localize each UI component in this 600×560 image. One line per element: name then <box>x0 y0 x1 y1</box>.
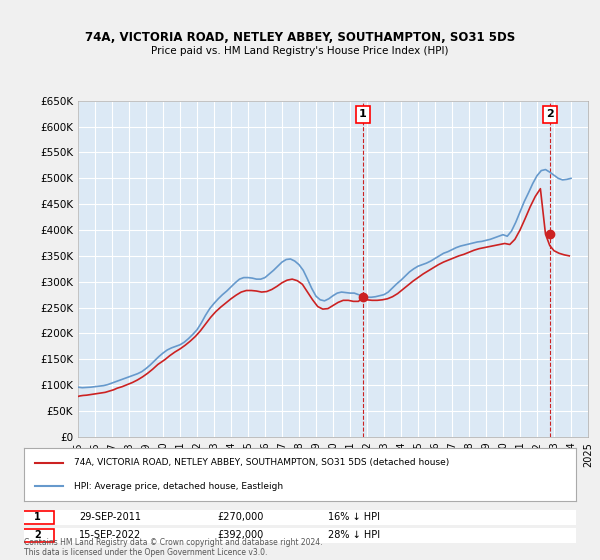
Text: £270,000: £270,000 <box>217 512 263 522</box>
Text: Contains HM Land Registry data © Crown copyright and database right 2024.
This d: Contains HM Land Registry data © Crown c… <box>24 538 323 557</box>
Text: £392,000: £392,000 <box>217 530 263 540</box>
Text: 1: 1 <box>34 512 41 522</box>
Text: 74A, VICTORIA ROAD, NETLEY ABBEY, SOUTHAMPTON, SO31 5DS (detached house): 74A, VICTORIA ROAD, NETLEY ABBEY, SOUTHA… <box>74 459 449 468</box>
FancyBboxPatch shape <box>21 511 55 524</box>
Text: HPI: Average price, detached house, Eastleigh: HPI: Average price, detached house, East… <box>74 482 283 491</box>
FancyBboxPatch shape <box>21 529 55 542</box>
Text: 2: 2 <box>34 530 41 540</box>
Text: 28% ↓ HPI: 28% ↓ HPI <box>328 530 380 540</box>
Text: 15-SEP-2022: 15-SEP-2022 <box>79 530 142 540</box>
Text: 2: 2 <box>546 109 554 119</box>
Text: 74A, VICTORIA ROAD, NETLEY ABBEY, SOUTHAMPTON, SO31 5DS: 74A, VICTORIA ROAD, NETLEY ABBEY, SOUTHA… <box>85 31 515 44</box>
Text: 29-SEP-2011: 29-SEP-2011 <box>79 512 141 522</box>
Text: 1: 1 <box>359 109 367 119</box>
Text: Price paid vs. HM Land Registry's House Price Index (HPI): Price paid vs. HM Land Registry's House … <box>151 46 449 56</box>
Text: 16% ↓ HPI: 16% ↓ HPI <box>328 512 380 522</box>
